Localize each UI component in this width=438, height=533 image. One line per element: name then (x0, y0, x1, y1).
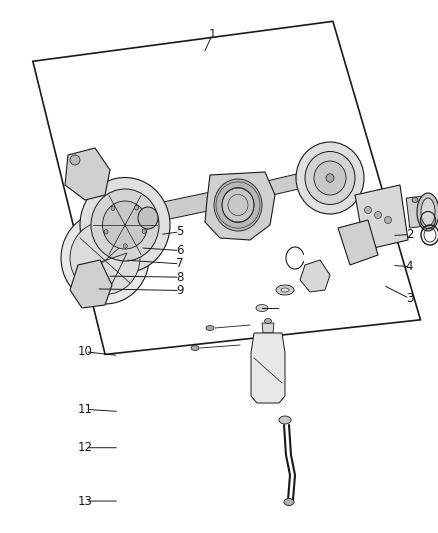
Polygon shape (65, 148, 110, 200)
Ellipse shape (276, 285, 294, 295)
Ellipse shape (364, 206, 371, 214)
Text: 12: 12 (78, 441, 93, 454)
Text: 8: 8 (176, 271, 183, 284)
Ellipse shape (102, 201, 148, 249)
Ellipse shape (70, 155, 80, 165)
Ellipse shape (80, 177, 170, 272)
Ellipse shape (206, 326, 214, 330)
Polygon shape (262, 323, 274, 333)
Polygon shape (251, 333, 285, 403)
Ellipse shape (374, 212, 381, 219)
Ellipse shape (256, 304, 268, 311)
Ellipse shape (222, 188, 254, 222)
Polygon shape (238, 160, 357, 203)
Ellipse shape (265, 319, 272, 324)
Ellipse shape (417, 193, 438, 231)
Polygon shape (70, 260, 112, 308)
Text: 11: 11 (78, 403, 93, 416)
Text: 10: 10 (78, 345, 93, 358)
Ellipse shape (111, 206, 115, 211)
Text: 6: 6 (176, 244, 184, 257)
Text: 9: 9 (176, 284, 184, 297)
Ellipse shape (104, 230, 108, 234)
Ellipse shape (305, 151, 355, 205)
Text: 1: 1 (208, 28, 216, 41)
Ellipse shape (214, 179, 262, 231)
Ellipse shape (70, 222, 140, 295)
Ellipse shape (134, 206, 138, 210)
Ellipse shape (279, 416, 291, 424)
Text: 5: 5 (176, 225, 183, 238)
Ellipse shape (142, 229, 146, 233)
Ellipse shape (281, 288, 289, 292)
Ellipse shape (412, 198, 418, 203)
Ellipse shape (191, 345, 199, 351)
Polygon shape (205, 172, 275, 240)
Text: 4: 4 (406, 260, 413, 273)
Polygon shape (143, 186, 242, 224)
Ellipse shape (61, 212, 149, 304)
Ellipse shape (421, 198, 435, 226)
Polygon shape (338, 220, 378, 265)
Ellipse shape (296, 142, 364, 214)
Ellipse shape (284, 498, 294, 505)
Polygon shape (355, 185, 408, 250)
Text: 7: 7 (176, 257, 184, 270)
Polygon shape (300, 260, 330, 292)
Text: 13: 13 (78, 495, 93, 507)
Text: 2: 2 (406, 228, 413, 241)
Ellipse shape (91, 189, 159, 261)
Ellipse shape (385, 216, 392, 223)
Text: 3: 3 (406, 292, 413, 305)
Ellipse shape (123, 244, 127, 248)
Ellipse shape (314, 161, 346, 195)
Polygon shape (406, 196, 427, 228)
Ellipse shape (326, 174, 334, 182)
Ellipse shape (138, 207, 158, 229)
